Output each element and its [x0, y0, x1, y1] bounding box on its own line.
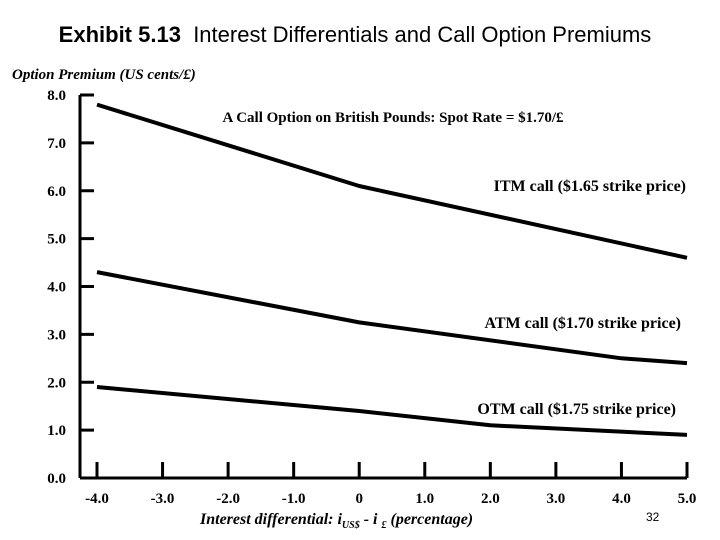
- exhibit-number: Exhibit 5.13: [58, 22, 181, 47]
- y-tick-label: 2.0: [47, 375, 66, 391]
- x-axis-label-text: Interest differential: i: [200, 511, 342, 528]
- y-tick-label: 3.0: [47, 327, 66, 343]
- chart-title: Exhibit 5.13 Interest Differentials and …: [0, 22, 710, 48]
- y-tick-label: 1.0: [47, 423, 66, 439]
- x-tick-label: -2.0: [216, 491, 240, 507]
- series-line-1: [96, 102, 688, 260]
- x-axis-label-tail: (percentage): [386, 511, 474, 528]
- x-axis-label-mid: - i: [359, 511, 382, 528]
- series-label-3: OTM call ($1.75 strike price): [477, 401, 676, 418]
- x-tick-label: -3.0: [151, 491, 175, 507]
- y-tick-label: 6.0: [47, 184, 66, 200]
- x-tick-label: 4.0: [612, 491, 631, 507]
- series-line-3: [96, 385, 688, 437]
- x-tick-label: 5.0: [678, 491, 697, 507]
- x-tick-label: 2.0: [481, 491, 500, 507]
- y-axis-label: Option Premium (US cents/£): [12, 67, 196, 83]
- x-tick-label: 3.0: [547, 491, 566, 507]
- series-label-2: ATM call ($1.70 strike price): [484, 315, 681, 332]
- x-tick-label: -4.0: [85, 491, 109, 507]
- y-tick-label: 8.0: [47, 88, 66, 104]
- series-line-2: [96, 270, 688, 366]
- x-axis-label: Interest differential: iUS$ - i £ (perce…: [200, 511, 473, 531]
- y-tick-label: 0.0: [47, 471, 66, 487]
- x-tick-label: 1.0: [415, 491, 434, 507]
- y-tick-label: 5.0: [47, 232, 66, 248]
- page-number: 32: [646, 510, 660, 524]
- y-tick-label: 7.0: [47, 136, 66, 152]
- x-axis-label-sub-gbp: £: [381, 520, 387, 532]
- chart-subtitle: A Call Option on British Pounds: Spot Ra…: [222, 110, 564, 126]
- x-axis-label-sub-us: US$: [341, 520, 360, 532]
- series-label-1: ITM call ($1.65 strike price): [494, 178, 686, 195]
- x-tick-label: -1.0: [282, 491, 306, 507]
- x-tick-label: 0: [355, 491, 363, 507]
- title-text: Interest Differentials and Call Option P…: [193, 22, 652, 47]
- y-tick-label: 4.0: [47, 280, 66, 296]
